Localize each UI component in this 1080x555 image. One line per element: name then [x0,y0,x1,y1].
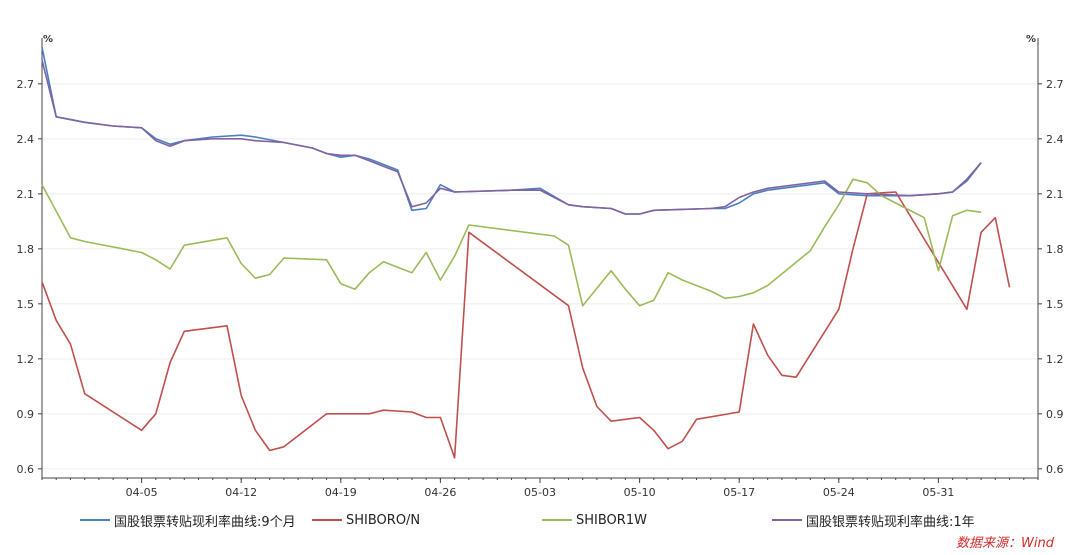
series-shibor-1w-line [41,178,982,307]
left-tick-label: 2.7 [17,78,35,91]
left-unit-label: % [43,34,53,45]
series-lines [41,47,1011,459]
left-tick-label: 2.1 [17,188,35,201]
series-9-month-line [41,47,982,215]
axes [41,38,1039,479]
right-tick-label: 1.5 [1046,298,1064,311]
legend-label-shibor-1w: SHIBOR1W [576,512,647,528]
right-tick-label: 0.6 [1046,463,1064,476]
gridlines [42,83,1038,470]
legend-swatch-shibor-on [312,519,342,521]
legend-swatch-shibor-1w [542,519,572,521]
x-tick-label: 05-03 [524,486,556,499]
right-tick-label: 2.1 [1046,188,1064,201]
x-tick-label: 05-31 [922,486,954,499]
x-tick-label: 05-10 [624,486,656,499]
legend-swatch-9-month [80,519,110,521]
left-tick-label: 1.5 [17,298,35,311]
left-y-ticks: 0.6 0.9 1.2 1.5 1.8 2.1 2.4 2.7 [17,78,42,476]
data-source: 数据来源：Wind [956,536,1054,551]
left-tick-label: 0.9 [17,408,35,421]
x-tick-label: 05-17 [723,486,755,499]
legend-swatch-1-year [772,519,802,521]
left-tick-label: 1.2 [17,353,35,366]
series-1-year-line [41,59,982,215]
legend-item-1-year: 国股银票转贴现利率曲线:1年 [772,510,975,530]
right-tick-label: 0.9 [1046,408,1064,421]
x-ticks: 04-05 04-12 04-19 04-26 05-03 05-10 05-17 05-24… [41,478,1039,499]
legend-label-9-month: 国股银票转贴现利率曲线:9个月 [114,514,296,530]
right-tick-label: 2.4 [1046,133,1064,146]
left-tick-label: 1.8 [17,243,35,256]
legend: 国股银票转贴现利率曲线:9个月 SHIBORO/N SHIBOR1W 国股银票转… [80,510,1040,530]
legend-label-1-year: 国股银票转贴现利率曲线:1年 [806,514,975,530]
right-tick-label: 1.2 [1046,353,1064,366]
line-chart: % % 0.6 0.9 1.2 1.5 1.8 2.1 2.4 2.7 0.6 0.9 1.2 1.… [17,34,1064,499]
x-tick-label: 04-19 [325,486,357,499]
left-tick-label: 0.6 [17,463,35,476]
legend-item-shibor-1w: SHIBOR1W [542,510,647,530]
x-tick-label: 04-12 [225,486,257,499]
right-unit-label: % [1026,34,1036,45]
right-tick-label: 1.8 [1046,243,1064,256]
left-tick-label: 2.4 [17,133,35,146]
x-tick-label: 04-05 [126,486,158,499]
series-shibor-on-line [41,191,1011,459]
x-tick-label: 05-24 [823,486,855,499]
legend-item-shibor-on: SHIBORO/N [312,510,420,530]
x-tick-label: 04-26 [424,486,456,499]
right-tick-label: 2.7 [1046,78,1064,91]
legend-item-9-month: 国股银票转贴现利率曲线:9个月 [80,510,296,530]
legend-label-shibor-on: SHIBORO/N [346,512,421,528]
right-y-ticks: 0.6 0.9 1.2 1.5 1.8 2.1 2.4 2.7 [1038,78,1064,476]
